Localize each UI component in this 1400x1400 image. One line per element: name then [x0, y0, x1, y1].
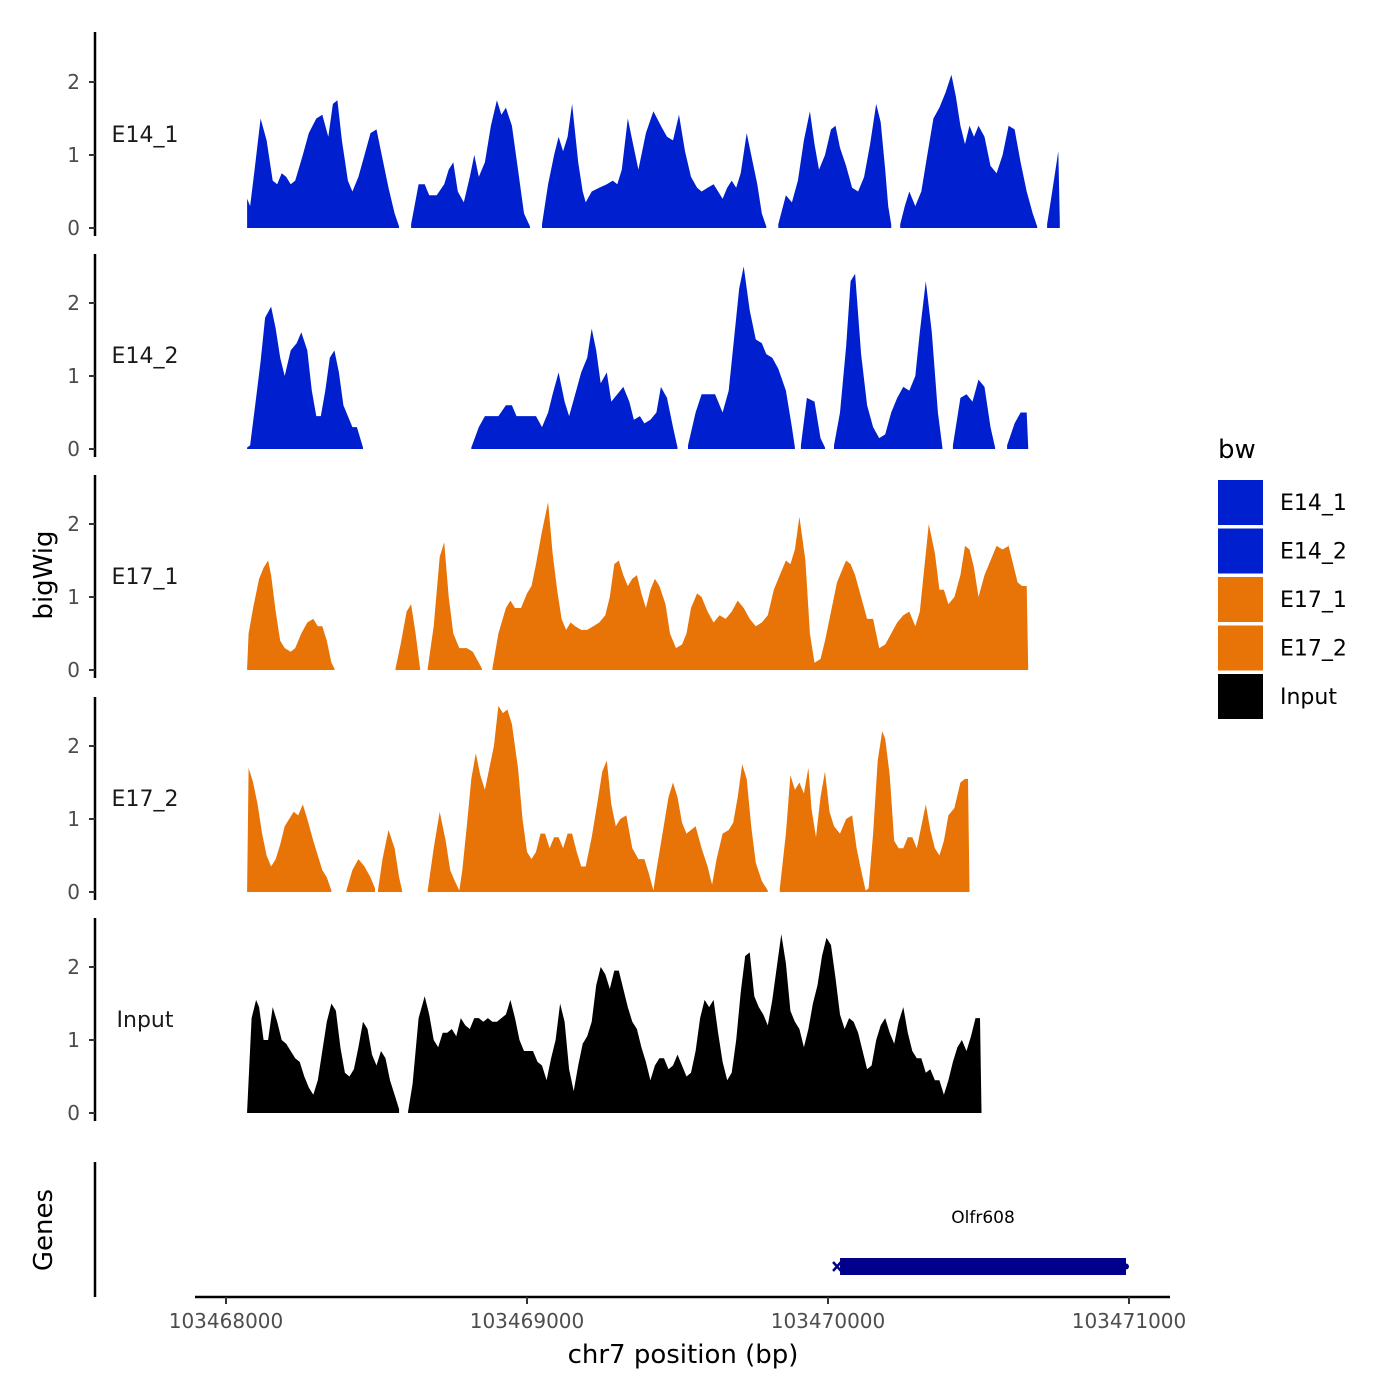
track-e14-1: 0 1 2 E14_1: [67, 32, 1060, 240]
y-tick-label-e14-2-1: 1: [67, 364, 80, 388]
y-tick-label-e17-2-2: 2: [67, 734, 80, 758]
y-axis-title-genes: Genes: [29, 1189, 59, 1271]
area-e14-2: [247, 266, 1029, 449]
x-tick-label-1: 103469000: [470, 1309, 585, 1333]
track-e14-2: 0 1 2 E14_2: [67, 254, 1029, 461]
track-e17-1: 0 1 2 E17_1: [67, 475, 1029, 682]
track-label-e17-2: E17_2: [112, 787, 179, 812]
track-e17-2: 0 1 2 E17_2: [67, 697, 970, 904]
area-e17-2: [247, 705, 970, 892]
legend-label-e14-2: E14_2: [1280, 540, 1347, 565]
legend-swatch-e17-2: [1218, 625, 1263, 671]
legend: bw E14_1 E14_2 E17_1 E17_2 Input: [1218, 435, 1347, 719]
x-axis-title: chr7 position (bp): [568, 1340, 799, 1370]
y-tick-label-e14-2-2: 2: [67, 291, 80, 315]
y-tick-label-e17-1-2: 2: [67, 512, 80, 536]
legend-label-input: Input: [1280, 685, 1337, 710]
track-label-input: Input: [117, 1008, 174, 1033]
y-tick-label-e14-1-1: 1: [67, 143, 80, 167]
y-tick-label-input-2: 2: [67, 955, 80, 979]
track-label-e14-1: E14_1: [112, 123, 179, 148]
y-tick-label-e17-2-0: 0: [67, 880, 80, 904]
x-axis: 103468000 103469000 103470000 103471000: [169, 1295, 1187, 1333]
x-tick-label-2: 103470000: [771, 1309, 886, 1333]
y-tick-label-input-0: 0: [67, 1101, 80, 1125]
gene-end-marker-olfr608: [1122, 1263, 1129, 1270]
legend-label-e17-2: E17_2: [1280, 637, 1347, 662]
gene-body-olfr608: [840, 1258, 1126, 1275]
y-tick-label-input-1: 1: [67, 1028, 80, 1052]
legend-label-e17-1: E17_1: [1280, 588, 1347, 613]
y-tick-label-e14-1-2: 2: [67, 70, 80, 94]
area-e14-1: [247, 74, 1060, 228]
signal-tracks: 0 1 2 E14_1 0 1 2 E14_2 0 1 2 E17_1 0 1 2 E17_2 0 1 2 Input: [67, 32, 1060, 1125]
track-label-e14-2: E14_2: [112, 344, 179, 369]
y-axis-title-bigwig: bigWig: [29, 530, 59, 619]
y-tick-label-e17-2-1: 1: [67, 807, 80, 831]
track-label-e17-1: E17_1: [112, 565, 179, 590]
legend-title: bw: [1218, 435, 1256, 465]
y-tick-label-e17-1-1: 1: [67, 585, 80, 609]
track-input: 0 1 2 Input: [67, 918, 982, 1125]
area-input: [247, 934, 982, 1113]
area-e17-1: [247, 502, 1029, 670]
y-tick-label-e14-1-0: 0: [67, 216, 80, 240]
y-tick-label-e14-2-0: 0: [67, 437, 80, 461]
legend-swatch-e17-1: [1218, 577, 1263, 622]
gene-label-olfr608: Olfr608: [951, 1208, 1015, 1228]
legend-label-e14-1: E14_1: [1280, 491, 1347, 516]
genes-track: Olfr608: [93, 1162, 1129, 1297]
x-tick-label-3: 103471000: [1072, 1309, 1187, 1333]
legend-swatch-e14-1: [1218, 480, 1263, 525]
strand-marker-icon: [832, 1261, 842, 1272]
y-tick-label-e17-1-0: 0: [67, 658, 80, 682]
legend-swatch-input: [1218, 674, 1263, 719]
legend-swatch-e14-2: [1218, 528, 1263, 574]
x-tick-label-0: 103468000: [169, 1309, 284, 1333]
